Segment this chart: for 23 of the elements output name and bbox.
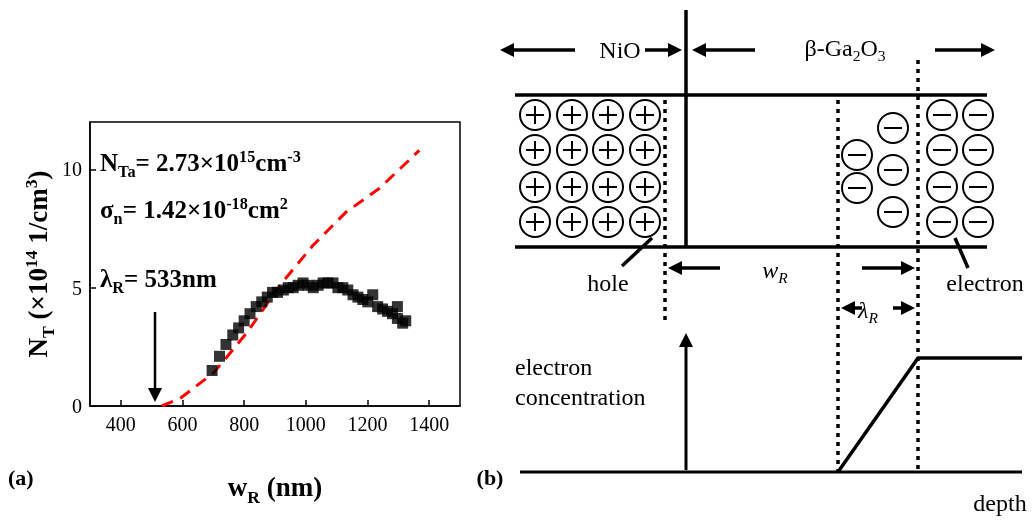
text: electron concentration bbox=[515, 353, 647, 412]
text: β-Ga$_{2}$O$_{3}$ bbox=[802, 34, 888, 66]
x-tick-label: 1400 bbox=[409, 413, 450, 435]
text: w$_{R}$ bbox=[761, 256, 789, 288]
x-tick-label: 400 bbox=[105, 413, 136, 435]
y-tick-label: 10 bbox=[62, 158, 82, 181]
annotation: λ$_{R}$= 533nm bbox=[100, 265, 217, 298]
x-tick-label: 800 bbox=[229, 413, 260, 435]
text: electron bbox=[945, 269, 1025, 297]
text: (b) bbox=[476, 465, 504, 491]
text: λ$_{R}$ bbox=[856, 296, 879, 328]
x-tick-label: 600 bbox=[167, 413, 198, 435]
text: depth bbox=[972, 489, 1028, 517]
y-tick-label: 5 bbox=[72, 276, 82, 299]
x-tick-label: 1000 bbox=[285, 413, 326, 435]
text: (a) bbox=[8, 465, 34, 491]
annotation: σ$_{n}$= 1.42×10$^{-18}$cm$^{2}$ bbox=[100, 194, 288, 230]
x-tick-label: 1200 bbox=[347, 413, 388, 435]
text: hole bbox=[586, 269, 630, 297]
x-axis-title: w$_{R}$ (nm) bbox=[227, 472, 323, 508]
annotation: N$_{Ta}$= 2.73×10$^{15}$cm$^{-3}$ bbox=[100, 147, 301, 183]
y-tick-label: 0 bbox=[72, 395, 82, 417]
text: NiO bbox=[597, 36, 643, 64]
